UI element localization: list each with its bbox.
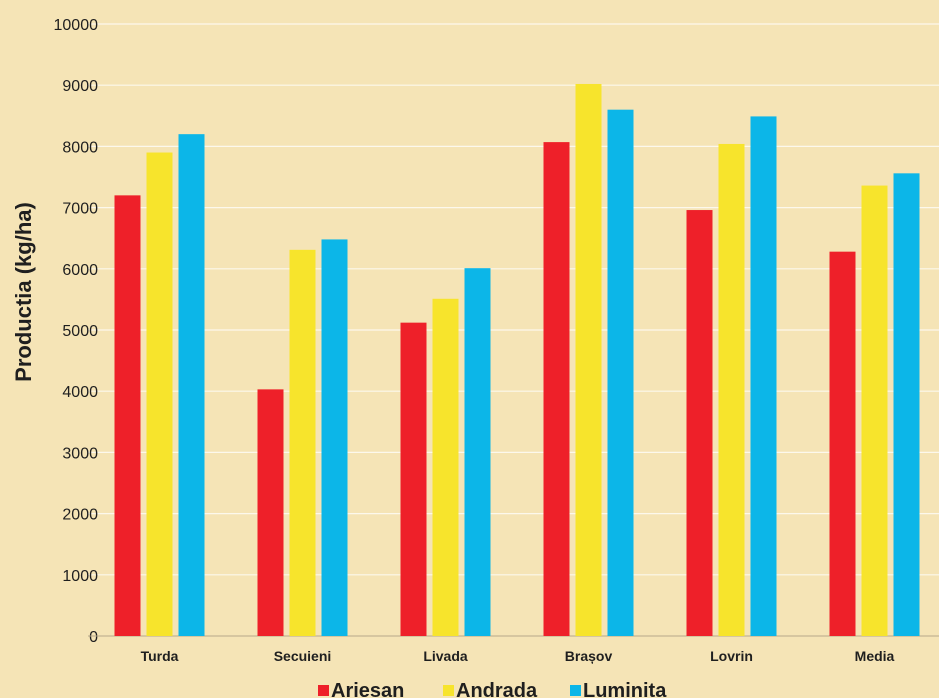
bar-luminita-5 <box>893 173 920 636</box>
bar-luminita-2 <box>464 268 491 636</box>
y-tick-label: 10000 <box>54 17 99 34</box>
bar-andrada-4 <box>718 143 745 636</box>
x-tick-label: Brașov <box>565 648 613 664</box>
y-tick-label: 9000 <box>62 78 98 95</box>
bar-luminita-4 <box>750 116 777 637</box>
x-tick-label: Media <box>855 648 895 664</box>
legend-label-luminita: Luminita <box>583 680 667 698</box>
bar-ariesan-4 <box>686 210 713 636</box>
y-tick-label: 0 <box>89 629 98 646</box>
bar-ariesan-2 <box>400 322 427 636</box>
y-tick-label: 7000 <box>62 201 98 218</box>
bar-ariesan-3 <box>543 142 570 636</box>
x-tick-label: Livada <box>423 648 468 664</box>
legend-swatch-luminita <box>570 685 581 696</box>
bar-ariesan-0 <box>114 195 141 637</box>
bar-andrada-0 <box>146 152 173 636</box>
x-tick-label: Secuieni <box>274 648 332 664</box>
legend-label-ariesan: Ariesan <box>331 680 404 698</box>
y-tick-label: 3000 <box>62 445 98 462</box>
bar-ariesan-1 <box>257 389 284 636</box>
bar-luminita-1 <box>321 239 348 636</box>
bar-luminita-3 <box>607 109 634 637</box>
bar-andrada-5 <box>861 185 888 636</box>
bar-luminita-0 <box>178 134 205 636</box>
legend-swatch-andrada <box>443 685 454 696</box>
legend-swatch-ariesan <box>318 685 329 696</box>
y-tick-label: 4000 <box>62 384 98 401</box>
x-tick-label: Turda <box>141 648 179 664</box>
legend-label-andrada: Andrada <box>456 680 538 698</box>
y-tick-label: 2000 <box>62 507 98 524</box>
bar-andrada-3 <box>575 83 602 636</box>
y-axis-label: Productia (kg/ha) <box>11 202 36 382</box>
x-tick-label: Lovrin <box>710 648 753 664</box>
bar-ariesan-5 <box>829 251 856 636</box>
bar-andrada-2 <box>432 298 459 636</box>
bar-andrada-1 <box>289 249 316 636</box>
y-tick-label: 8000 <box>62 139 98 156</box>
y-tick-label: 1000 <box>62 568 98 585</box>
y-tick-label: 5000 <box>62 323 98 340</box>
y-tick-label: 6000 <box>62 262 98 279</box>
